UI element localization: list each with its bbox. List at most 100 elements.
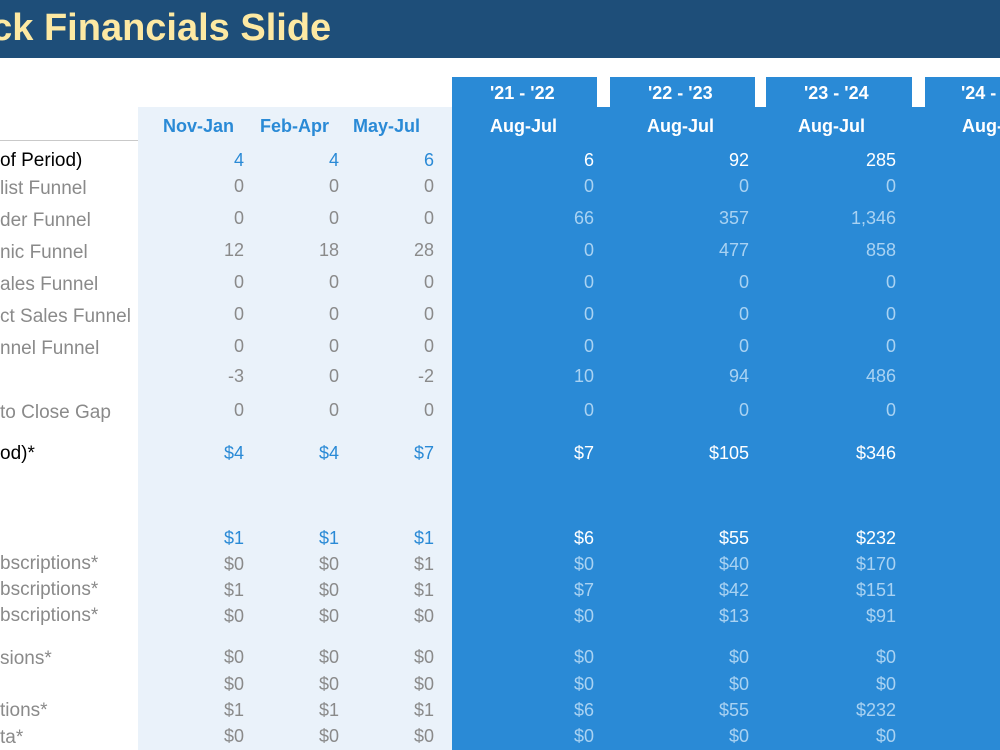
- table-cell: 0: [423, 208, 434, 228]
- table-cell: 0: [738, 272, 749, 292]
- table-cell: 0: [233, 272, 244, 292]
- table-cell: $40: [718, 554, 749, 574]
- table-cell: $346: [855, 443, 896, 463]
- table-cell: 0: [885, 400, 896, 420]
- table-cell: $0: [728, 674, 749, 694]
- table-cell: $0: [318, 606, 339, 626]
- table-cell: 0: [738, 336, 749, 356]
- table-cell: 0: [233, 400, 244, 420]
- table-cell: $0: [223, 606, 244, 626]
- monthly-columns-background: [138, 107, 452, 750]
- year-tab-21-22: '21 - '22: [452, 77, 597, 108]
- table-cell: $1: [413, 700, 434, 720]
- table-cell: 4: [233, 150, 244, 170]
- column-header-aug-jul-22-23: Aug-Jul: [647, 116, 714, 136]
- yearly-columns-background: [452, 107, 1000, 750]
- table-cell: $0: [573, 674, 594, 694]
- column-header-aug-24: Aug-: [962, 116, 1000, 136]
- table-cell: 0: [885, 272, 896, 292]
- table-cell: $7: [573, 443, 594, 463]
- page-title: eck Financials Slide: [0, 7, 332, 49]
- table-cell: 4: [328, 150, 339, 170]
- table-cell: $0: [573, 554, 594, 574]
- table-cell: $0: [413, 606, 434, 626]
- table-cell: $1: [318, 528, 339, 548]
- table-cell: 10: [573, 366, 594, 386]
- table-cell: $7: [413, 443, 434, 463]
- table-cell: 477: [718, 240, 749, 260]
- row-label: tions*: [0, 700, 48, 721]
- row-label: of Period): [0, 150, 83, 171]
- table-cell: $1: [223, 580, 244, 600]
- table-cell: 0: [423, 272, 434, 292]
- table-cell: -3: [227, 366, 244, 386]
- label-divider: [0, 140, 138, 141]
- year-tab-23-24: '23 - '24: [766, 77, 912, 108]
- row-label: to Close Gap: [0, 402, 111, 423]
- table-cell: 0: [583, 240, 594, 260]
- table-cell: $0: [875, 674, 896, 694]
- table-cell: $0: [728, 726, 749, 746]
- table-cell: 18: [318, 240, 339, 260]
- table-cell: 0: [233, 304, 244, 324]
- table-cell: $1: [413, 528, 434, 548]
- table-cell: $170: [855, 554, 896, 574]
- table-cell: $0: [223, 726, 244, 746]
- table-cell: 0: [328, 208, 339, 228]
- table-cell: $0: [318, 674, 339, 694]
- table-cell: 0: [738, 304, 749, 324]
- row-label: ct Sales Funnel: [0, 306, 131, 327]
- table-cell: $0: [573, 647, 594, 667]
- table-cell: $1: [413, 554, 434, 574]
- table-cell: $1: [223, 528, 244, 548]
- table-cell: 357: [718, 208, 749, 228]
- table-cell: 0: [423, 176, 434, 196]
- table-cell: $0: [413, 674, 434, 694]
- table-cell: $1: [318, 700, 339, 720]
- column-header-nov-jan: Nov-Jan: [163, 116, 235, 136]
- table-cell: 0: [328, 336, 339, 356]
- row-label: bscriptions*: [0, 605, 99, 626]
- table-cell: 6: [583, 150, 594, 170]
- table-cell: $55: [718, 700, 749, 720]
- table-cell: 28: [413, 240, 434, 260]
- row-label: od)*: [0, 443, 35, 464]
- table-cell: $7: [573, 580, 594, 600]
- row-label: bscriptions*: [0, 579, 99, 600]
- table-cell: 0: [423, 336, 434, 356]
- table-cell: $1: [413, 580, 434, 600]
- table-cell: $0: [223, 647, 244, 667]
- table-cell: $0: [318, 726, 339, 746]
- table-cell: 0: [583, 272, 594, 292]
- table-cell: 0: [583, 176, 594, 196]
- table-cell: 285: [865, 150, 896, 170]
- table-cell: 0: [583, 304, 594, 324]
- table-cell: $0: [573, 726, 594, 746]
- row-label: ta*: [0, 727, 24, 748]
- table-cell: 6: [423, 150, 434, 170]
- table-cell: 0: [423, 400, 434, 420]
- table-cell: 0: [885, 336, 896, 356]
- table-cell: 0: [885, 176, 896, 196]
- table-cell: 858: [865, 240, 896, 260]
- table-cell: $151: [855, 580, 896, 600]
- table-cell: $0: [318, 580, 339, 600]
- row-label: nic Funnel: [0, 242, 88, 263]
- table-cell: $0: [728, 647, 749, 667]
- table-cell: $0: [413, 647, 434, 667]
- table-cell: 0: [233, 208, 244, 228]
- table-cell: $232: [855, 700, 896, 720]
- table-cell: 66: [573, 208, 594, 228]
- table-cell: 0: [328, 272, 339, 292]
- table-cell: -2: [417, 366, 434, 386]
- table-cell: $6: [573, 700, 594, 720]
- year-tab-24: '24 -: [925, 77, 1000, 108]
- table-cell: $0: [875, 726, 896, 746]
- table-cell: 0: [328, 366, 339, 386]
- table-cell: 0: [885, 304, 896, 324]
- year-tab-22-23: '22 - '23: [610, 77, 755, 108]
- table-cell: $91: [865, 606, 896, 626]
- table-cell: $4: [223, 443, 244, 463]
- row-label: bscriptions*: [0, 553, 99, 574]
- table-cell: $6: [573, 528, 594, 548]
